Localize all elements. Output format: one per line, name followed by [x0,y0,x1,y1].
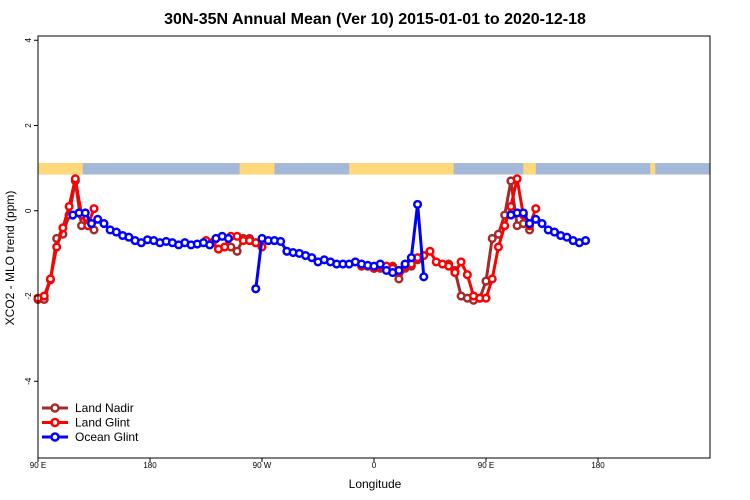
x-tick-label: 180 [143,461,157,470]
plot-frame [37,35,711,459]
data-point [45,274,55,284]
data-point [425,246,435,256]
data-point [413,199,423,209]
data-point [487,233,497,244]
data-point [444,261,454,271]
data-point [93,214,103,224]
x-tick-label: 90 W [253,461,272,470]
y-tick-label: 2 [24,123,33,128]
data-point [220,242,230,252]
data-point [80,208,90,218]
data-point [251,238,261,248]
y-tick-label: 4 [24,37,33,42]
series-land-glint [33,174,541,303]
data-point [223,233,233,244]
land-band [349,163,454,175]
y-tick-label: 0 [24,208,33,213]
y-tick-label: -4 [24,377,33,385]
y-tick-label: -2 [24,292,33,300]
legend-marker [50,403,60,413]
y-axis-label: XCO2 - MLO trend (ppm) [3,191,17,326]
data-point [506,201,516,212]
legend-label: Ocean Glint [75,430,139,444]
data-point [70,174,80,184]
x-tick-label: 0 [372,461,377,470]
data-point [64,201,74,212]
legend-item: Land Glint [42,416,130,430]
data-point [58,223,68,233]
data-point [400,259,410,269]
data-point [462,270,472,280]
data-point [251,284,261,294]
data-point [375,259,385,269]
land-band [650,163,656,175]
legend-item: Ocean Glint [42,430,139,444]
data-point [456,257,466,267]
land-band [38,163,83,175]
series-layer [33,174,591,305]
data-point [487,274,497,284]
data-point [500,221,510,231]
legend-marker [50,432,60,442]
series-line [37,177,96,300]
y-axis: -4 -2 0 2 4 [24,37,38,385]
data-point [406,253,416,263]
data-point [39,291,49,301]
data-point [537,219,547,229]
data-point [531,204,541,214]
x-tick-label: 90 E [30,461,46,470]
legend-marker [50,417,60,428]
data-point [531,214,541,224]
data-point [581,236,591,246]
land-ocean-strip [38,163,710,175]
data-point [232,231,242,241]
x-tick-label: 180 [591,461,605,470]
data-point [89,204,99,214]
legend-label: Land Glint [75,416,130,430]
data-point [205,240,215,250]
series-ocean-glint [68,199,591,294]
chart-title: 30N-35N Annual Mean (Ver 10) 2015-01-01 … [164,11,586,28]
series-line [361,177,538,300]
data-point [419,272,429,282]
data-point [99,219,109,229]
data-point [525,219,535,229]
data-point [276,236,286,247]
data-point [232,246,242,256]
data-point [481,293,491,303]
x-tick-label: 90 E [478,461,494,470]
x-axis-label: Longitude [349,477,402,491]
data-point [52,242,62,252]
legend-label: Land Nadir [75,401,134,415]
data-point [512,174,522,184]
land-band [523,163,536,175]
x-axis: 90 E 180 90 W 0 90 E 180 [30,458,605,470]
land-band [239,163,275,175]
data-point [307,253,317,263]
data-point [518,208,528,218]
data-point [86,219,97,229]
data-point [493,242,503,252]
data-point [450,268,460,278]
data-point [394,265,404,275]
legend-item: Land Nadir [42,401,134,415]
